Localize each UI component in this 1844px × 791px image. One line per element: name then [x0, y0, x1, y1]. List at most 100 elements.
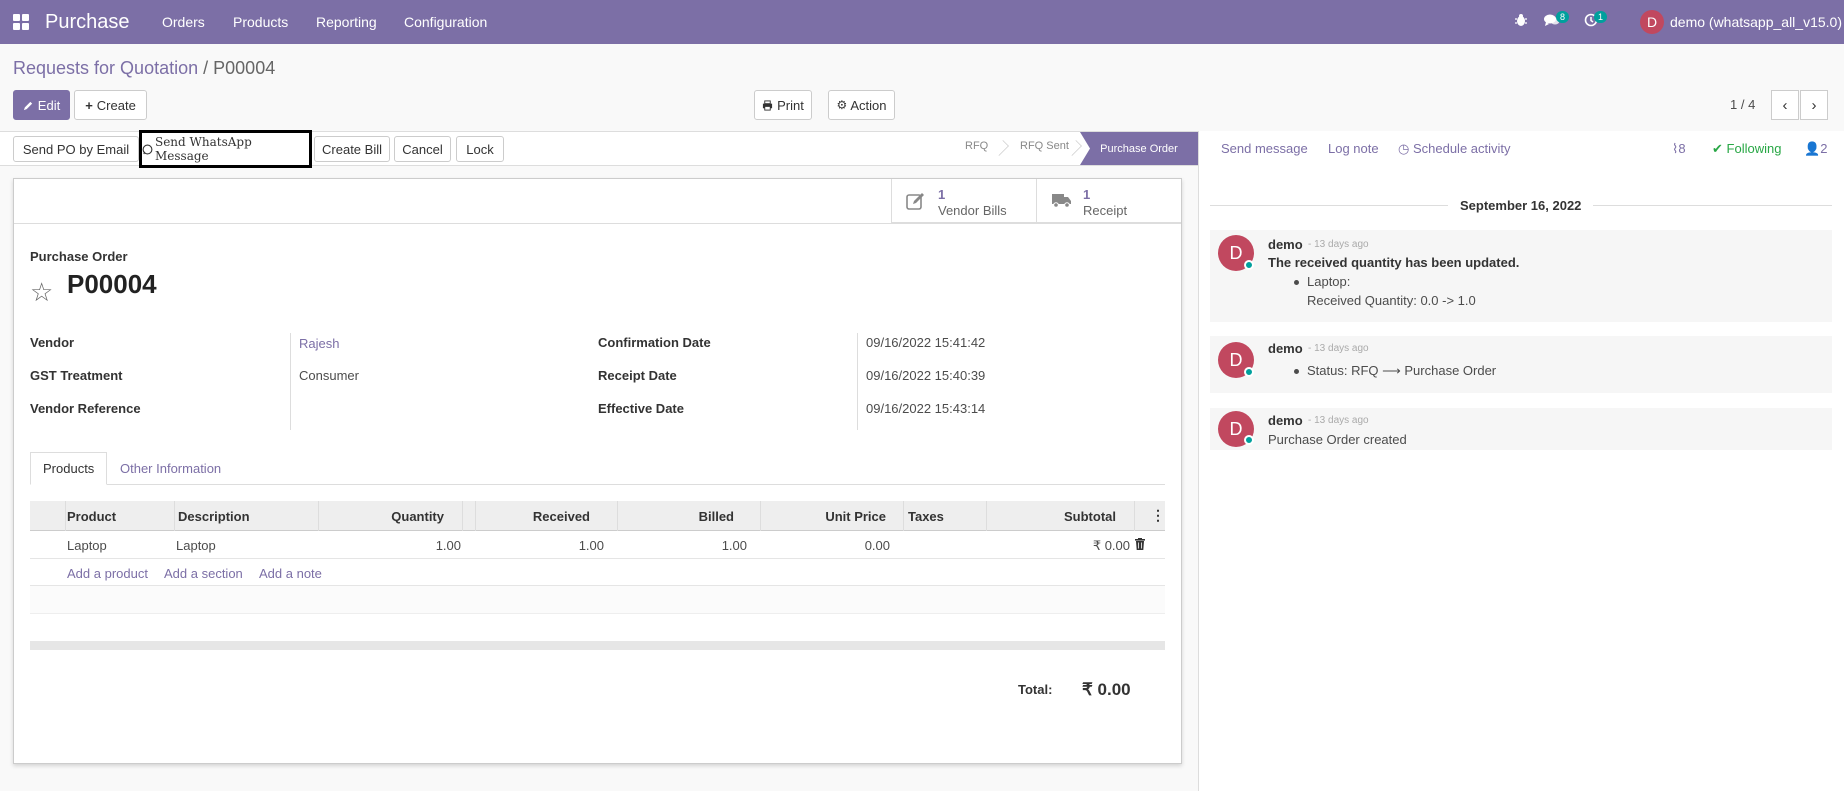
line-quantity[interactable]: 1.00 — [435, 538, 461, 553]
add-section-link[interactable]: Add a section — [164, 566, 243, 581]
app-name[interactable]: Purchase — [45, 11, 130, 33]
gst-treatment-label: GST Treatment — [30, 368, 123, 383]
message-author[interactable]: demo — [1268, 341, 1303, 356]
schedule-activity-button[interactable]: ◷ Schedule activity — [1398, 141, 1511, 157]
vendor-value[interactable]: Rajesh — [299, 336, 340, 351]
column-description[interactable]: Description — [178, 509, 250, 524]
lock-button[interactable]: Lock — [456, 136, 504, 162]
send-message-button[interactable]: Send message — [1221, 141, 1308, 156]
tab-products[interactable]: Products — [30, 452, 108, 485]
user-icon: 👤 — [1804, 141, 1821, 156]
pager-value[interactable]: 1 / 4 — [1730, 97, 1756, 112]
confirmation-date-value: 09/16/2022 15:41:42 — [866, 335, 986, 350]
vendor-bills-count: 1 — [938, 187, 946, 202]
horizontal-scrollbar[interactable] — [30, 641, 1165, 650]
pencil-icon — [23, 101, 32, 110]
effective-date-label: Effective Date — [598, 401, 684, 416]
stage-rfq-sent[interactable]: RFQ Sent — [1020, 140, 1069, 152]
column-separator — [903, 501, 904, 531]
column-separator — [1134, 501, 1135, 531]
column-taxes[interactable]: Taxes — [908, 509, 944, 524]
menu-products[interactable]: Products — [233, 14, 289, 30]
log-note-button[interactable]: Log note — [1328, 141, 1379, 156]
chatter-message: D demo - 13 days ago Status: RFQ ⟶ Purch… — [1210, 336, 1832, 393]
breadcrumb-parent[interactable]: Requests for Quotation — [13, 58, 199, 78]
left-group-separator — [290, 333, 291, 430]
truck-icon — [1051, 191, 1073, 215]
line-received[interactable]: 1.00 — [578, 538, 604, 553]
send-whatsapp-message-button[interactable]: Send WhatsApp Message — [139, 130, 312, 168]
paperclip-icon: ⌇ — [1672, 141, 1679, 156]
action-label: Action — [850, 97, 887, 113]
menu-orders[interactable]: Orders — [162, 14, 205, 30]
following-button[interactable]: ✔ Following — [1712, 141, 1781, 157]
tab-other-information[interactable]: Other Information — [120, 461, 222, 476]
action-button[interactable]: ⚙ Action — [828, 90, 895, 120]
create-label: Create — [96, 97, 136, 113]
followers-count: 2 — [1820, 141, 1828, 156]
effective-date-value: 09/16/2022 15:43:14 — [866, 401, 986, 416]
chevron-left-icon: ‹ — [1782, 96, 1788, 114]
message-date: - 13 days ago — [1308, 415, 1369, 426]
message-title: The received quantity has been updated. — [1268, 255, 1520, 270]
whatsapp-icon — [142, 144, 153, 154]
cancel-button[interactable]: Cancel — [394, 136, 451, 162]
message-author[interactable]: demo — [1268, 413, 1303, 428]
message-detail: Received Quantity: 0.0 -> 1.0 — [1307, 293, 1476, 308]
send-whatsapp-label: Send WhatsApp Message — [154, 135, 252, 163]
edit-button[interactable]: Edit — [13, 90, 70, 120]
add-product-link[interactable]: Add a product — [67, 566, 148, 581]
row-divider — [30, 558, 1165, 559]
stage-purchase-order[interactable]: Purchase Order — [1080, 132, 1198, 165]
menu-configuration[interactable]: Configuration — [404, 14, 488, 30]
trash-icon[interactable] — [1135, 538, 1145, 553]
column-received[interactable]: Received — [532, 509, 590, 524]
column-separator — [617, 501, 618, 531]
column-billed[interactable]: Billed — [698, 509, 734, 524]
column-quantity[interactable]: Quantity — [391, 509, 444, 524]
message-bullet: Status: RFQ ⟶ Purchase Order — [1307, 363, 1497, 378]
user-avatar[interactable]: D — [1640, 10, 1664, 34]
column-product[interactable]: Product — [67, 509, 117, 524]
line-description[interactable]: Laptop — [176, 538, 216, 553]
message-author[interactable]: demo — [1268, 237, 1303, 252]
column-separator — [760, 501, 761, 531]
online-status-icon — [1244, 367, 1254, 377]
column-separator — [475, 501, 476, 531]
vendor-bills-smart-button[interactable]: 1 Vendor Bills — [891, 179, 1036, 223]
line-product[interactable]: Laptop — [67, 538, 107, 553]
total-value: ₹ 0.00 — [1082, 680, 1131, 699]
following-label: Following — [1726, 141, 1782, 156]
menu-reporting[interactable]: Reporting — [316, 14, 377, 30]
create-bill-button[interactable]: Create Bill — [314, 136, 390, 162]
receipt-date-label: Receipt Date — [598, 368, 677, 383]
bullet-icon — [1294, 280, 1299, 285]
receipt-date-value: 09/16/2022 15:40:39 — [866, 368, 986, 383]
line-billed[interactable]: 1.00 — [721, 538, 747, 553]
receipt-label: Receipt — [1083, 203, 1128, 218]
form-label: Purchase Order — [30, 249, 128, 264]
apps-menu-icon[interactable] — [13, 14, 29, 30]
column-unit-price[interactable]: Unit Price — [825, 509, 886, 524]
attachments-button[interactable]: ⌇8 — [1672, 141, 1686, 157]
message-date: - 13 days ago — [1308, 239, 1369, 250]
star-icon[interactable]: ☆ — [30, 277, 54, 307]
line-unit-price[interactable]: 0.00 — [864, 538, 890, 553]
schedule-activity-label: Schedule activity — [1412, 141, 1511, 156]
debug-bug-icon[interactable] — [1514, 13, 1528, 30]
create-button[interactable]: + Create — [74, 90, 147, 120]
print-button[interactable]: Print — [754, 90, 812, 120]
send-po-by-email-button[interactable]: Send PO by Email — [13, 136, 139, 162]
pager-previous-button[interactable]: ‹ — [1771, 90, 1799, 120]
stage-rfq[interactable]: RFQ — [965, 140, 989, 152]
receipt-smart-button[interactable]: 1 Receipt — [1036, 179, 1181, 223]
message-bullet: Laptop: — [1307, 274, 1351, 289]
pager-next-button[interactable]: › — [1800, 90, 1828, 120]
column-subtotal[interactable]: Subtotal — [1064, 509, 1116, 524]
messages-badge: 8 — [1556, 11, 1570, 23]
column-options-icon[interactable]: ⋮ — [1151, 507, 1165, 523]
chatter-message: D demo - 13 days ago Purchase Order crea… — [1210, 408, 1832, 450]
followers-button[interactable]: 👤2 — [1804, 141, 1827, 157]
user-menu[interactable]: demo (whatsapp_all_v15.0) — [1670, 14, 1842, 30]
add-note-link[interactable]: Add a note — [259, 566, 322, 581]
